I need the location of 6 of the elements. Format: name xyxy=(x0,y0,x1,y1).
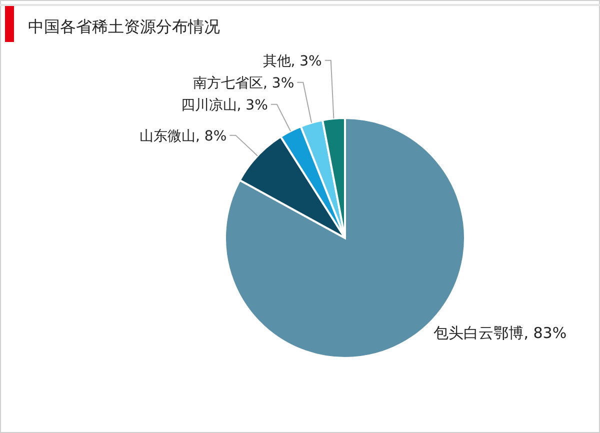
slice-label: 南方七省区, 3% xyxy=(193,75,294,92)
chart-title: 中国各省稀土资源分布情况 xyxy=(28,17,220,36)
slice-label: 包头白云鄂博, 83% xyxy=(434,324,567,342)
slice-label: 山东微山, 8% xyxy=(140,128,227,144)
slice-label: 四川凉山, 3% xyxy=(180,97,268,114)
slice-label: 其他, 3% xyxy=(262,53,322,70)
